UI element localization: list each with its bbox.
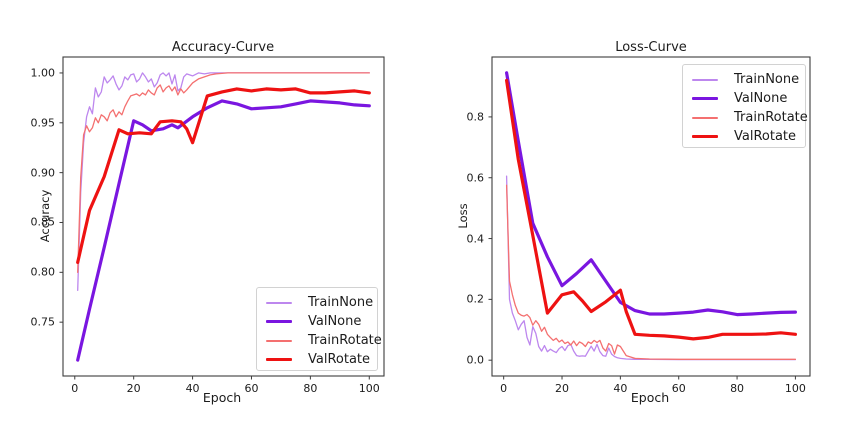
y-tick-label: 0.90 bbox=[30, 166, 56, 180]
series-line-valrotate bbox=[505, 78, 798, 341]
legend-item-trainrotate: TrainRotate bbox=[683, 108, 808, 127]
legend-label: ValNone bbox=[734, 91, 788, 106]
y-tick-label: 0.95 bbox=[30, 116, 56, 130]
legend-accuracy: TrainNone ValNone TrainRotate ValRotate bbox=[256, 287, 382, 371]
legend-item-valrotate: ValRotate bbox=[257, 350, 377, 369]
x-tick-label: 80 bbox=[303, 382, 318, 395]
x-tick-label: 20 bbox=[555, 382, 570, 395]
series-line-trainnone bbox=[77, 72, 370, 291]
x-tick-label: 100 bbox=[784, 382, 806, 395]
y-tick-label: 0.85 bbox=[30, 215, 56, 229]
series-line-trainrotate bbox=[505, 184, 797, 360]
y-tick-label: 0.0 bbox=[466, 353, 485, 367]
y-tick-label: 0.8 bbox=[466, 110, 485, 124]
x-tick-label: 60 bbox=[244, 382, 259, 395]
legend-line-swatch-trainrotate bbox=[692, 116, 718, 119]
series-line-valnone bbox=[76, 99, 371, 362]
x-tick-label: 0 bbox=[500, 382, 508, 395]
series-line-valnone bbox=[505, 71, 798, 317]
x-tick-label: 40 bbox=[613, 382, 628, 395]
legend-item-trainnone: TrainNone bbox=[683, 70, 805, 89]
x-tick-label: 100 bbox=[358, 382, 380, 395]
x-tick-label: 60 bbox=[671, 382, 686, 395]
y-axis-label-loss: Loss bbox=[456, 203, 470, 229]
legend-item-valnone: ValNone bbox=[683, 89, 805, 108]
legend-line-swatch-trainnone bbox=[692, 78, 718, 81]
legend-line-swatch-valnone bbox=[266, 319, 292, 324]
plot-spines bbox=[491, 56, 811, 377]
legend-item-trainrotate: TrainRotate bbox=[257, 331, 382, 350]
series-line-trainnone bbox=[505, 175, 797, 361]
x-tick-label: 20 bbox=[126, 382, 141, 395]
series-line-valrotate bbox=[76, 87, 371, 264]
legend-label: TrainNone bbox=[308, 295, 374, 310]
x-tick-label: 40 bbox=[185, 382, 200, 395]
y-tick-label: 0.80 bbox=[30, 265, 56, 279]
legend-label: ValNone bbox=[308, 314, 362, 329]
y-tick-label: 0.6 bbox=[466, 171, 485, 185]
legend-label: TrainNone bbox=[734, 72, 800, 87]
legend-label: TrainRotate bbox=[734, 110, 808, 125]
plot-spines bbox=[62, 56, 385, 377]
legend-label: ValRotate bbox=[308, 352, 371, 367]
legend-line-swatch-trainrotate bbox=[266, 339, 292, 342]
x-tick-label: 0 bbox=[71, 382, 79, 395]
y-tick-label: 1.00 bbox=[30, 66, 56, 80]
y-tick-label: 0.2 bbox=[466, 292, 485, 306]
legend-item-trainnone: TrainNone bbox=[257, 293, 377, 312]
legend-line-swatch-trainnone bbox=[266, 301, 292, 304]
x-axis-label-epoch-right: Epoch bbox=[630, 390, 670, 405]
y-tick-label: 0.4 bbox=[466, 232, 485, 246]
y-tick-label: 0.75 bbox=[30, 315, 56, 329]
series-line-trainrotate bbox=[77, 72, 370, 273]
legend-label: ValRotate bbox=[734, 129, 797, 144]
chart-title-accuracy: Accuracy-Curve bbox=[171, 40, 275, 55]
chart-title-loss: Loss-Curve bbox=[615, 40, 687, 55]
legend-line-swatch-valrotate bbox=[692, 134, 718, 139]
legend-item-valrotate: ValRotate bbox=[683, 127, 805, 146]
legend-loss: TrainNone ValNone TrainRotate ValRotate bbox=[682, 64, 808, 148]
legend-label: TrainRotate bbox=[308, 333, 382, 348]
legend-line-swatch-valnone bbox=[692, 96, 718, 101]
x-axis-label-epoch-left: Epoch bbox=[202, 390, 242, 405]
legend-item-valnone: ValNone bbox=[257, 312, 377, 331]
x-tick-label: 80 bbox=[730, 382, 745, 395]
legend-line-swatch-valrotate bbox=[266, 357, 292, 362]
